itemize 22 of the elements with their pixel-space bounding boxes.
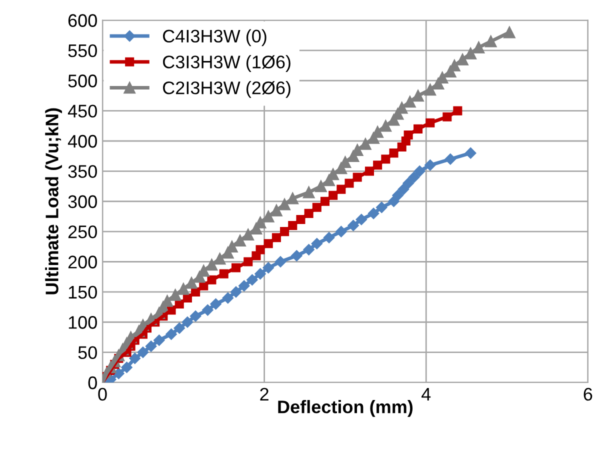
- y-tick-label: 100: [68, 316, 97, 329]
- y-tick-label: 200: [68, 256, 97, 268]
- x-tick-label: 6: [584, 388, 592, 401]
- x-tick-label: 4: [422, 388, 431, 400]
- legend-label: C4I3H3W (0): [163, 29, 266, 46]
- y-tick-label: 400: [68, 134, 97, 148]
- y-tick-label: 300: [68, 195, 97, 208]
- y-tick-label: 500: [68, 74, 97, 88]
- y-tick-label: 350: [68, 165, 97, 178]
- y-axis-title: Ultimate Load (Vu;kN): [45, 108, 62, 294]
- y-tick-label: 600: [68, 14, 97, 27]
- y-tick-label: 550: [68, 44, 97, 58]
- y-tick-label: 250: [68, 225, 97, 238]
- x-axis-title: Deflection (mm): [278, 400, 413, 417]
- y-tick-label: 150: [68, 286, 97, 299]
- legend-label: C2I3H3W (2Ø6): [163, 80, 290, 98]
- y-tick-label: 50: [78, 346, 97, 360]
- y-tick-label: 0: [88, 376, 97, 390]
- x-tick-label: 0: [98, 388, 107, 401]
- y-tick-label: 450: [68, 104, 97, 118]
- legend-label: C3I3H3W (1Ø6): [163, 55, 290, 72]
- x-tick-label: 2: [260, 388, 268, 400]
